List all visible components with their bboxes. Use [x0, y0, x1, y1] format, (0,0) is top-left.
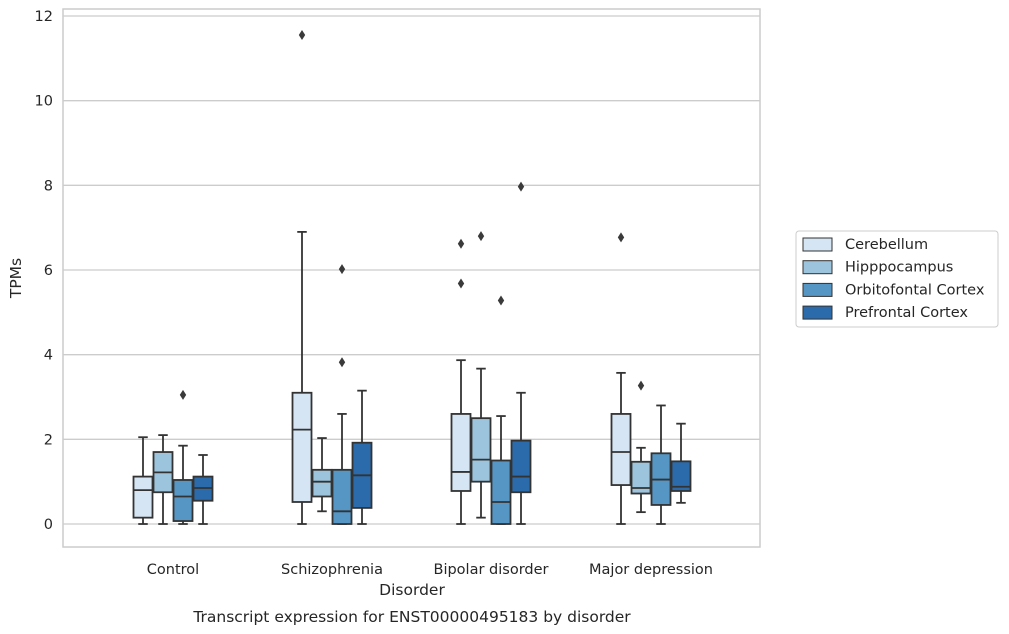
grid-lines: [63, 15, 760, 525]
box-orbitofontal-cortex-0: [172, 389, 194, 525]
box-prefrontal-cortex-1: [351, 389, 373, 525]
y-tick-label: 0: [44, 517, 53, 533]
y-tick-label: 4: [44, 348, 53, 364]
outlier-point: [179, 389, 187, 400]
y-tick-label: 8: [44, 178, 53, 194]
box-cerebellum-3: [610, 232, 632, 525]
x-tick-label: Schizophrenia: [281, 562, 383, 578]
box-iqr: [470, 417, 492, 483]
outlier-point: [477, 231, 485, 242]
box-iqr: [132, 475, 154, 519]
box-hipppocampus-3: [630, 380, 652, 514]
x-tick-label: Control: [147, 562, 199, 578]
box-orbitofontal-cortex-3: [650, 404, 672, 525]
y-tick-label: 10: [35, 94, 53, 110]
box-prefrontal-cortex-0: [192, 454, 214, 525]
legend-swatch: [802, 282, 833, 297]
outlier-point: [338, 264, 346, 275]
y-tick-label: 2: [44, 432, 53, 448]
box-iqr: [331, 468, 353, 525]
legend-label: Hipppocampus: [845, 260, 953, 276]
box-cerebellum-0: [132, 436, 154, 525]
chart-caption: Transcript expression for ENST0000049518…: [192, 608, 631, 626]
legend-label: Orbitofontal Cortex: [845, 282, 985, 298]
y-tick-label: 12: [35, 9, 53, 25]
box-hipppocampus-1: [311, 437, 333, 513]
box-cerebellum-1: [291, 30, 313, 525]
y-tick-label: 6: [44, 263, 53, 279]
box-orbitofontal-cortex-1: [331, 264, 353, 525]
y-axis-title: TPMs: [7, 258, 25, 299]
box-iqr: [510, 439, 532, 494]
y-tick-labels: 0 2 4 6 8 10 12: [35, 9, 53, 533]
box-iqr: [172, 479, 194, 522]
outlier-point: [338, 357, 346, 368]
plot-frame: [62, 8, 761, 548]
outlier-point: [298, 30, 306, 41]
box-iqr: [450, 413, 472, 492]
box-iqr: [291, 391, 313, 503]
legend-swatch: [802, 237, 833, 252]
outlier-point: [457, 278, 465, 289]
legend-label: Cerebellum: [845, 237, 928, 253]
boxes: [132, 30, 692, 525]
box-cerebellum-2: [450, 238, 472, 525]
box-hipppocampus-2: [470, 231, 492, 519]
outlier-point: [637, 380, 645, 391]
x-tick-label: Bipolar disorder: [434, 562, 549, 578]
legend-swatch: [802, 305, 833, 320]
box-iqr: [630, 460, 652, 495]
box-iqr: [490, 459, 512, 525]
legend-swatch: [802, 260, 833, 275]
box-prefrontal-cortex-2: [510, 181, 532, 525]
box-iqr: [670, 460, 692, 492]
x-tick-labels: Control Schizophrenia Bipolar disorder Majo…: [147, 562, 713, 578]
x-axis-title: Disorder: [379, 581, 445, 599]
outlier-point: [497, 295, 505, 306]
box-orbitofontal-cortex-2: [490, 295, 512, 525]
box-prefrontal-cortex-3: [670, 422, 692, 504]
x-tick-label: Major depression: [589, 562, 713, 578]
legend: Cerebellum Hipppocampus Orbitofontal Corte…: [795, 230, 999, 328]
outlier-point: [617, 232, 625, 243]
outlier-point: [517, 181, 525, 192]
legend-label: Prefrontal Cortex: [845, 305, 968, 321]
legend-frame: [795, 230, 999, 328]
box-hipppocampus-0: [152, 434, 174, 525]
box-iqr: [610, 413, 632, 486]
outlier-point: [457, 238, 465, 249]
box-iqr: [311, 468, 333, 498]
